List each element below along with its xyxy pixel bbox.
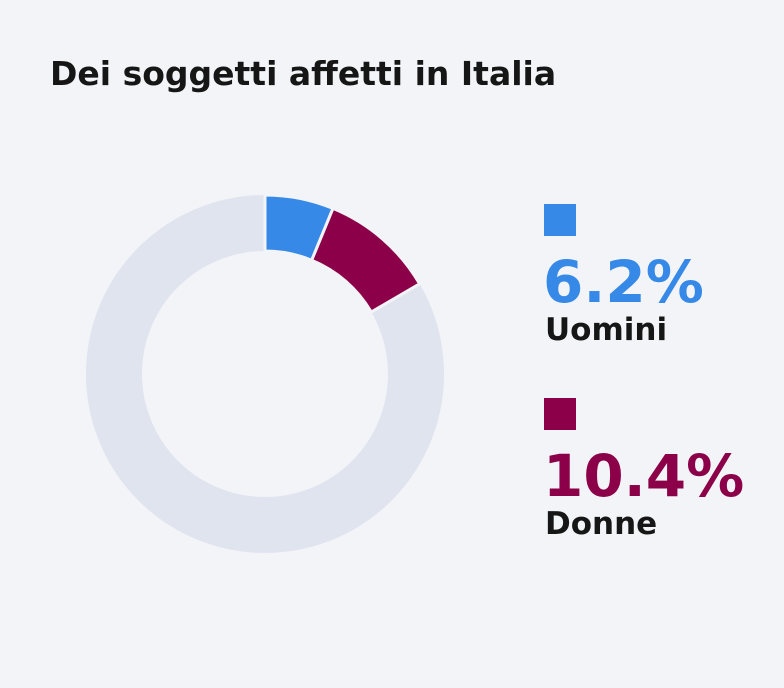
value-label: 6.2% [543,248,704,316]
value-label: 10.4% [543,442,744,510]
legend-label: Uomini [545,312,667,348]
chart-title: Dei soggetti affetti in Italia [50,54,556,93]
legend-swatch [544,398,576,430]
donut-segment [309,206,422,315]
legend-swatch [544,204,576,236]
legend-label: Donne [545,506,657,542]
